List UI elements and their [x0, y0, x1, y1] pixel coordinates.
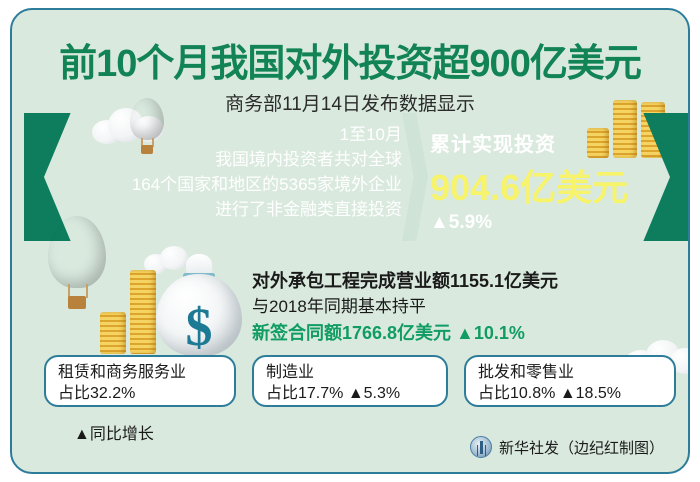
sector-card-manufacturing: 制造业 占比17.7% ▲5.3% [252, 355, 448, 407]
total-investment-label: 累计实现投资 [430, 134, 556, 156]
hot-air-balloon-top [130, 98, 164, 154]
hot-air-balloon-bottom [48, 216, 106, 310]
contract-turnover-line: 对外承包工程完成营业额1155.1亿美元 [252, 271, 559, 291]
banner-left-line-2: 我国境内投资者共对全球 [215, 150, 402, 169]
page-subtitle: 商务部11月14日发布数据显示 [225, 94, 475, 115]
credit-line: 新华社发（边纪红制图） [469, 436, 664, 458]
new-contracts-line: 新签合同额1766.8亿美元 ▲10.1% [252, 323, 525, 343]
xinhua-logo-icon [469, 436, 492, 458]
contract-comparison-line: 与2018年同期基本持平 [252, 297, 426, 316]
sector-share: 占比10.8% ▲18.5% [478, 385, 622, 402]
banner-left-line-1: 1至10月 [339, 125, 402, 144]
money-bag: $ [156, 253, 242, 356]
poster-frame: 前10个月我国对外投资超900亿美元 商务部11月14日发布数据显示 [10, 8, 690, 474]
money-bag-body: $ [156, 274, 242, 356]
sector-share: 占比17.7% ▲5.3% [266, 385, 401, 402]
dollar-sign-icon: $ [185, 297, 213, 357]
banner-right-highlight: 累计实现投资 904.6亿美元 ▲5.9% [430, 128, 680, 234]
contracted-projects-block: 对外承包工程完成营业额1155.1亿美元 与2018年同期基本持平 新签合同额1… [252, 268, 688, 346]
total-investment-value: 904.6亿美元 [430, 167, 629, 208]
sector-card-leasing-business-services: 租赁和商务服务业 占比32.2% [44, 355, 236, 407]
cloud-top-left [92, 106, 168, 144]
cloud-mid-bag [144, 246, 198, 274]
banner-left-line-4: 进行了非金融类直接投资 [215, 200, 402, 219]
total-investment-growth: ▲5.9% [430, 212, 493, 233]
page-title: 前10个月我国对外投资超900亿美元 [59, 43, 642, 85]
credit-text: 新华社发（边纪红制图） [498, 439, 664, 457]
banner-left-line-3: 164个国家和地区的5365家境外企业 [131, 175, 402, 194]
sector-share: 占比32.2% [58, 385, 136, 402]
sector-name: 制造业 [266, 364, 315, 381]
sector-card-wholesale-retail: 批发和零售业 占比10.8% ▲18.5% [464, 355, 676, 407]
banner-left-text: 1至10月 我国境内投资者共对全球 164个国家和地区的5365家境外企业 进行… [112, 122, 402, 222]
coin-stack-middle [100, 268, 156, 354]
sector-name: 租赁和商务服务业 [58, 364, 187, 381]
sector-name: 批发和零售业 [478, 364, 575, 381]
legend-yoy-growth: ▲同比增长 [74, 426, 154, 443]
banner-chevron-divider [402, 113, 428, 241]
